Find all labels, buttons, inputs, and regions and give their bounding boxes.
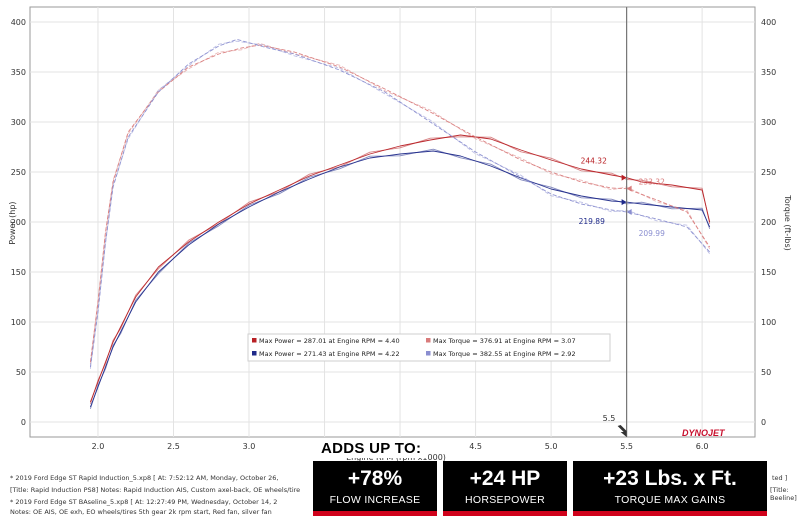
footer-run-1: * 2019 Ford Edge ST Rapid Induction_5.xp…	[10, 474, 308, 482]
legend: Max Power = 287.01 at Engine RPM = 4.40 …	[247, 333, 611, 362]
legend-swatch-power-1	[252, 338, 257, 343]
y-right-tick-label: 300	[761, 118, 776, 127]
badge-horsepower: +24 HP HORSEPOWER	[443, 461, 567, 516]
badge-flow-label: FLOW INCREASE	[329, 494, 421, 506]
x-tick-label: 5.0	[545, 442, 558, 451]
cursor-marker-icon	[621, 174, 627, 181]
series-lines	[89, 38, 711, 409]
x-tick-label: 2.0	[92, 442, 105, 451]
rpm-cursor-pointer-icon	[617, 425, 627, 437]
legend-label-torque-2: Max Torque = 382.55 at Engine RPM = 2.92	[433, 350, 576, 358]
badge-hp-label: HORSEPOWER	[464, 494, 545, 506]
y-right-tick-label: 0	[761, 418, 766, 427]
badge-flow-increase: +78% FLOW INCREASE	[313, 461, 437, 516]
power-series-line	[89, 136, 711, 404]
legend-label-power-1: Max Power = 287.01 at Engine RPM = 4.40	[259, 337, 400, 345]
x-tick-label: 6.0	[696, 442, 709, 451]
cursor-value-label: 244.32	[581, 157, 607, 166]
dynojet-logo: DYNOJET	[682, 428, 726, 438]
footer-run-2-notes: Notes: OE AIS, OE exh, EO wheels/tires 5…	[10, 508, 272, 516]
x-tick-label: 3.0	[243, 442, 256, 451]
y-left-tick-label: 250	[11, 168, 26, 177]
x-tick-label: 5.5	[620, 442, 633, 451]
y-right-tick-label: 50	[761, 368, 771, 377]
y-left-tick-label: 350	[11, 68, 26, 77]
badge-hp-value: +24 HP	[469, 467, 541, 490]
grid	[30, 7, 755, 437]
power-series-line	[89, 148, 711, 409]
y-right-tick-label: 400	[761, 18, 776, 27]
cursor-value-label: 209.99	[639, 229, 665, 238]
y-left-tick-label: 100	[11, 318, 26, 327]
y-left-tick-label: 150	[11, 268, 26, 277]
y-left-tick-label: 300	[11, 118, 26, 127]
y-axis-left-title: Power (hp)	[8, 201, 17, 244]
promo-title: ADDS UP TO:	[316, 439, 427, 458]
cursor-value-label: 233.32	[639, 178, 665, 187]
y-right-tick-label: 350	[761, 68, 776, 77]
badge-flow-value: +78%	[347, 467, 403, 490]
y-right-tick-label: 100	[761, 318, 776, 327]
cursor-marker-icon	[621, 199, 627, 206]
cursor-marker-icon	[626, 185, 632, 192]
y-axis-left-ticks: 0 50 100 150 200 250 300 350 400	[11, 18, 26, 427]
legend-label-power-2: Max Power = 271.43 at Engine RPM = 4.22	[259, 350, 400, 358]
x-tick-label: 4.5	[469, 442, 482, 451]
footer-run-2: * 2019 Ford Edge ST BAseline_5.xp8 [ At:…	[10, 498, 308, 506]
footer-right-2: [Title: Beeline]	[770, 486, 797, 502]
y-left-tick-label: 0	[21, 418, 26, 427]
legend-swatch-torque-1	[426, 338, 431, 343]
footer-bullet-2: *	[10, 498, 16, 506]
y-axis-right-title: Torque (ft-lbs)	[783, 194, 792, 251]
rpm-cursor-label: 5.5	[603, 414, 616, 423]
badge-torque: +23 Lbs. x Ft. TORQUE MAX GAINS	[573, 461, 767, 516]
dynojet-logo-text: DYNOJET	[682, 428, 726, 438]
footer-run-1-notes: [Title: Rapid Induction PS8] Notes: Rapi…	[10, 486, 301, 494]
footer-right-1: ted ]	[772, 474, 788, 482]
y-left-tick-label: 400	[11, 18, 26, 27]
y-left-tick-label: 200	[11, 218, 26, 227]
y-axis-right-ticks: 0 50 100 150 200 250 300 350 400	[761, 18, 776, 427]
y-right-tick-label: 150	[761, 268, 776, 277]
cursor-value-label: 219.89	[579, 217, 605, 226]
torque-series-line	[89, 42, 711, 364]
y-left-tick-label: 50	[16, 368, 26, 377]
footer-run-2-text: 2019 Ford Edge ST BAseline_5.xp8 [ At: 1…	[15, 498, 278, 506]
legend-swatch-torque-2	[426, 351, 431, 356]
footer-bullet-1: *	[10, 474, 16, 482]
legend-swatch-power-2	[252, 351, 257, 356]
cursor-value-annotations: 244.32 233.32 219.89 209.99	[579, 157, 665, 238]
x-tick-label: 2.5	[167, 442, 180, 451]
y-right-tick-label: 250	[761, 168, 776, 177]
badge-torque-value: +23 Lbs. x Ft.	[603, 467, 737, 490]
badge-torque-label: TORQUE MAX GAINS	[614, 494, 726, 506]
y-right-tick-label: 200	[761, 218, 776, 227]
footer-run-1-text: 2019 Ford Edge ST Rapid Induction_5.xp8 …	[15, 474, 279, 482]
torque-series-line	[89, 40, 711, 369]
cursor-marker-icon	[626, 209, 632, 216]
legend-label-torque-1: Max Torque = 376.91 at Engine RPM = 3.07	[433, 337, 576, 345]
